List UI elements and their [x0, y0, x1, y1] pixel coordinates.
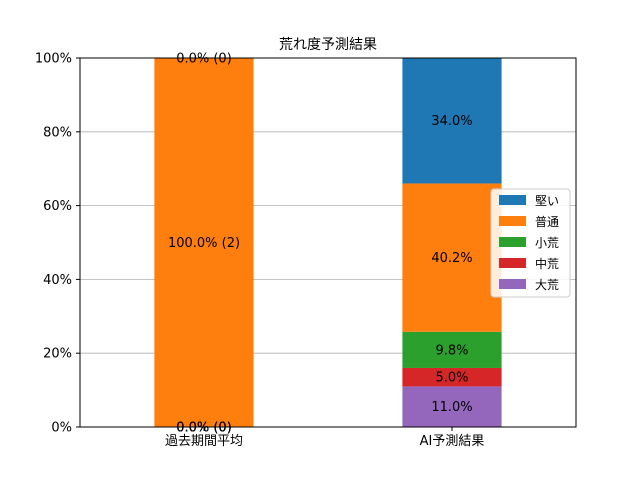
bar-value-label: 34.0%	[431, 114, 472, 129]
y-tick-label: 0%	[51, 421, 72, 436]
bar-value-label: 9.8%	[435, 343, 468, 358]
bar-value-label: 5.0%	[435, 371, 468, 386]
y-tick-label: 60%	[43, 199, 72, 214]
bar-segment	[402, 183, 502, 332]
legend-label: 小荒	[535, 236, 559, 250]
legend-swatch	[499, 279, 526, 289]
x-tick-label: 過去期間平均	[165, 434, 243, 449]
chart-title: 荒れ度予測結果	[279, 37, 377, 53]
y-tick-label: 100%	[35, 52, 72, 67]
bars	[154, 58, 502, 427]
legend-swatch	[499, 258, 526, 268]
y-axis-ticks: 0% 20% 40% 60% 80% 100%	[35, 52, 80, 436]
legend-label: 中荒	[535, 256, 559, 271]
legend-label: 大荒	[535, 278, 559, 292]
y-tick-label: 20%	[43, 347, 72, 362]
axes-frame	[79, 57, 577, 428]
x-tick-label: AI予測結果	[420, 434, 485, 449]
bar-value-label: 100.0% (2)	[168, 236, 240, 251]
bar-value-label: 40.2%	[431, 251, 472, 266]
bar-value-label: 11.0%	[431, 400, 472, 415]
y-tick-label: 80%	[43, 125, 72, 140]
legend-swatch	[499, 237, 526, 247]
bar-value-label: 0.0% (0)	[176, 52, 232, 67]
bar-segment	[402, 367, 502, 387]
bar-segment	[402, 331, 502, 368]
bar-segment	[402, 58, 502, 184]
bar-segment	[402, 386, 502, 427]
legend-swatch	[499, 216, 526, 226]
legend-label: 普通	[535, 215, 559, 229]
bar-labels: 0.0% (0)0.0% (0)0.0% (0)100.0% (2)0.0% (…	[168, 52, 473, 436]
legend-label: 堅い	[535, 194, 559, 208]
legend-swatch	[499, 195, 526, 205]
y-tick-label: 40%	[43, 273, 72, 288]
x-axis-ticks: 過去期間平均 AI予測結果	[165, 427, 484, 449]
bar-segment	[154, 58, 254, 427]
